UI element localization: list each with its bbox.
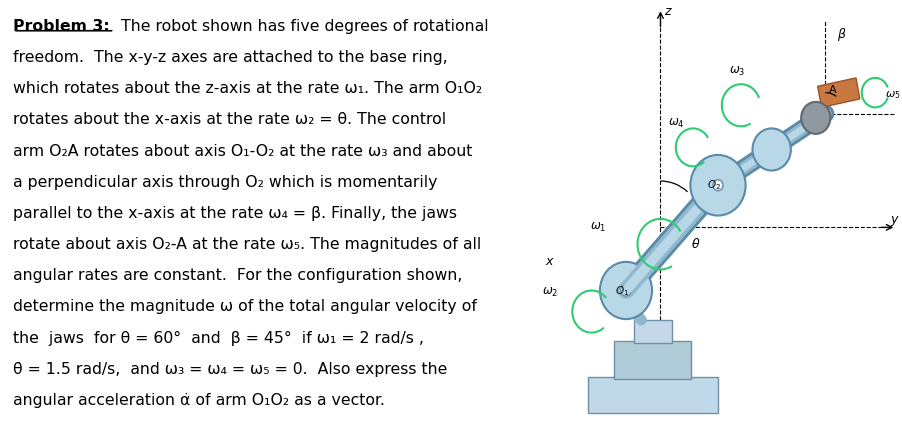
Text: rotates about the x-axis at the rate ω₂ = θ̇. The control: rotates about the x-axis at the rate ω₂ … [14,112,446,128]
Text: the  jaws  for θ = 60°  and  β = 45°  if ω₁ = 2 rad/s ,: the jaws for θ = 60° and β = 45° if ω₁ =… [14,330,424,346]
Text: freedom.  The x-y-z axes are attached to the base ring,: freedom. The x-y-z axes are attached to … [14,50,447,65]
Polygon shape [633,320,672,343]
Text: $\omega_4$: $\omega_4$ [668,117,685,131]
Text: θ̇ = 1.5 rad/s,  and ω₃ = ω₄ = ω₅ = 0.  Also express the: θ̇ = 1.5 rad/s, and ω₃ = ω₄ = ω₅ = 0. Al… [14,362,447,377]
Text: z: z [664,5,671,18]
Circle shape [752,128,791,171]
Circle shape [600,262,652,319]
Circle shape [713,180,723,191]
Text: angular acceleration α̇ of arm O₁O₂ as a vector.: angular acceleration α̇ of arm O₁O₂ as a… [14,393,385,408]
Circle shape [690,155,746,216]
Circle shape [801,102,831,134]
Text: which rotates about the z-axis at the rate ω₁. The arm O₁O₂: which rotates about the z-axis at the ra… [14,81,483,96]
Text: a perpendicular axis through O₂ which is momentarily: a perpendicular axis through O₂ which is… [14,175,437,190]
Text: $O_1$: $O_1$ [615,284,630,298]
Text: $\beta$: $\beta$ [837,26,846,43]
Text: $\theta$: $\theta$ [691,237,701,251]
Text: A: A [829,85,837,95]
Text: $O_2$: $O_2$ [707,179,722,192]
Text: $\omega_1$: $\omega_1$ [590,221,606,234]
Circle shape [621,285,631,296]
Polygon shape [614,341,691,379]
Text: Problem 3:: Problem 3: [14,19,110,34]
Text: x: x [546,255,553,268]
Text: y: y [890,213,897,226]
Text: The robot shown has five degrees of rotational: The robot shown has five degrees of rota… [116,19,489,34]
Polygon shape [588,377,718,413]
Text: rotate about axis O₂-A at the rate ω₅. The magnitudes of all: rotate about axis O₂-A at the rate ω₅. T… [14,237,482,252]
Text: parallel to the x-axis at the rate ω₄ = β̇. Finally, the jaws: parallel to the x-axis at the rate ω₄ = … [14,206,457,221]
Text: arm O₂A rotates about axis O₁-O₂ at the rate ω₃ and about: arm O₂A rotates about axis O₁-O₂ at the … [14,144,473,159]
Text: angular rates are constant.  For the configuration shown,: angular rates are constant. For the conf… [14,268,463,283]
Text: determine the magnitude ω of the total angular velocity of: determine the magnitude ω of the total a… [14,299,477,314]
Polygon shape [817,78,860,107]
Text: $\omega_5$: $\omega_5$ [885,89,900,101]
Text: $\omega_2$: $\omega_2$ [541,286,558,299]
Text: $\omega_3$: $\omega_3$ [730,65,746,78]
